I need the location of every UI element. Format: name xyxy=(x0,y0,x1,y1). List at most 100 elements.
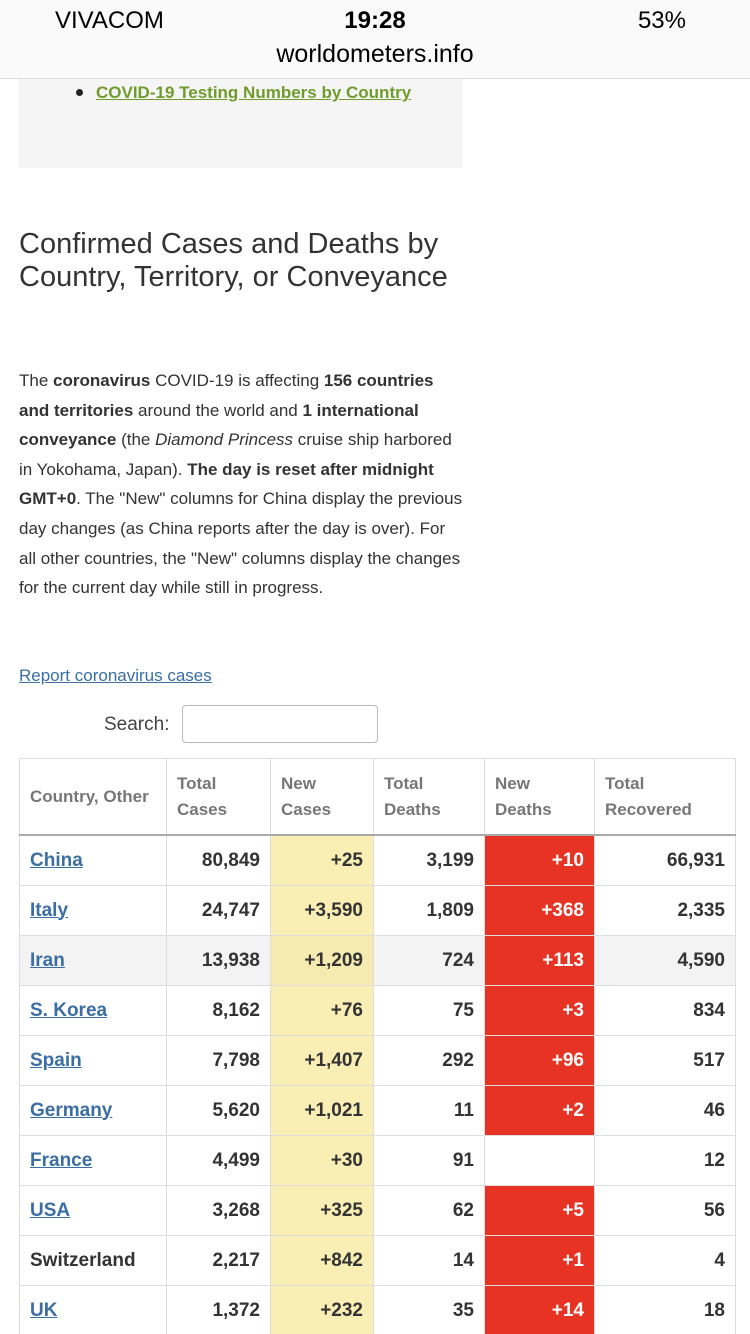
table-cell: 56 xyxy=(594,1185,736,1236)
table-row: UK 1,372 +232 35 +14 18 xyxy=(19,1285,736,1334)
intro-text: cruise ship harbored in Yokohama, Japan)… xyxy=(19,430,452,479)
table-row: China 80,849 +25 3,199 +10 66,931 xyxy=(19,834,736,886)
time: 19:28 xyxy=(344,7,406,34)
table-cell: 1,809 xyxy=(373,885,485,936)
table-cell: +3 xyxy=(484,985,595,1036)
intro-text: Diamond Princess xyxy=(155,430,294,450)
table-cell: 35 xyxy=(373,1285,485,1334)
report-link[interactable]: Report coronavirus cases xyxy=(19,666,212,685)
table-wrap: Country, Other Total Cases New Cases Total … xyxy=(19,758,750,1334)
table-cell: 46 xyxy=(594,1085,736,1136)
country-link[interactable]: S. Korea xyxy=(30,999,108,1021)
country-link[interactable]: Italy xyxy=(30,899,69,921)
column-header[interactable]: New Deaths xyxy=(484,758,595,836)
nav-link[interactable]: COVID-19 Testing Numbers by Country xyxy=(96,83,412,102)
country-link[interactable]: UK xyxy=(30,1299,58,1321)
table-cell: +1,209 xyxy=(270,935,374,986)
table-cell: 834 xyxy=(594,985,736,1036)
table-cell: 24,747 xyxy=(166,885,271,936)
table-cell: +232 xyxy=(270,1285,374,1334)
column-header[interactable]: Total Recovered xyxy=(594,758,736,836)
table-cell: 4 xyxy=(594,1235,736,1286)
table-row: France 4,499 +30 91 12 xyxy=(19,1135,736,1186)
column-header[interactable]: Total Deaths xyxy=(373,758,485,836)
table-cell: USA xyxy=(19,1185,167,1236)
battery: 53% xyxy=(637,7,686,34)
status-bar: VIVACOM 19:28 53% worldometers.info xyxy=(0,0,750,79)
table-cell: +30 xyxy=(270,1135,374,1186)
table-cell: Italy xyxy=(19,885,167,936)
table-cell: +113 xyxy=(484,935,595,986)
table-cell: S. Korea xyxy=(19,985,167,1036)
table-cell: +1,407 xyxy=(270,1035,374,1086)
table-cell: +1,021 xyxy=(270,1085,374,1136)
nav-box: COVID-19 Testing Numbers by Country xyxy=(18,79,463,168)
table-cell: +842 xyxy=(270,1235,374,1286)
intro-text: (the xyxy=(116,430,156,450)
intro-text: 1 international conveyance xyxy=(19,400,419,450)
table-cell: +3,590 xyxy=(270,885,374,936)
table-cell: France xyxy=(19,1135,167,1186)
table-row: Iran 13,938 +1,209 724 +113 4,590 xyxy=(19,935,736,986)
table-cell: 724 xyxy=(373,935,485,986)
country-link[interactable]: Spain xyxy=(30,1049,82,1071)
table-cell: Switzerland xyxy=(19,1235,167,1286)
section-title: Confirmed Cases and Deaths by Country, T… xyxy=(19,228,448,293)
table-cell: 3,268 xyxy=(166,1185,271,1236)
intro-text: around the world and xyxy=(133,400,303,420)
table-cell: 5,620 xyxy=(166,1085,271,1136)
column-header[interactable]: Total Cases xyxy=(166,758,271,836)
intro-text: . The "New" columns for China display th… xyxy=(19,489,463,598)
intro-text: The day is reset after midnight GMT+0 xyxy=(19,459,434,509)
table-cell: 2,217 xyxy=(166,1235,271,1286)
search-label: Search: xyxy=(104,714,170,735)
table-row: Spain 7,798 +1,407 292 +96 517 xyxy=(19,1035,736,1086)
table-cell: +368 xyxy=(484,885,595,936)
table-cell: 75 xyxy=(373,985,485,1036)
table-cell: +76 xyxy=(270,985,374,1036)
intro-text: The xyxy=(19,371,54,390)
column-header[interactable]: New Cases xyxy=(270,758,374,836)
table-cell: 18 xyxy=(594,1285,736,1334)
table-cell: 1,372 xyxy=(166,1285,271,1334)
table-cell: 66,931 xyxy=(594,834,736,886)
table-cell: +2 xyxy=(484,1085,595,1136)
table-row: Switzerland 2,217 +842 14 +1 4 xyxy=(19,1235,736,1286)
data-table: Country, Other Total Cases New Cases Total … xyxy=(19,758,736,1334)
column-header[interactable]: Country, Other xyxy=(19,758,167,836)
table-cell: 80,849 xyxy=(166,834,271,886)
table-row: USA 3,268 +325 62 +5 56 xyxy=(19,1185,736,1236)
intro-text: 156 countries and territories xyxy=(19,371,434,420)
table-cell xyxy=(484,1135,595,1186)
table-cell: 4,499 xyxy=(166,1135,271,1186)
table-cell: +14 xyxy=(484,1285,595,1334)
table-cell: 62 xyxy=(373,1185,485,1236)
table-cell: +5 xyxy=(484,1185,595,1236)
bullet xyxy=(76,89,83,96)
country-link[interactable]: Germany xyxy=(30,1099,113,1121)
header-row: Country, Other Total Cases New Cases Total … xyxy=(19,758,736,836)
table-cell: 2,335 xyxy=(594,885,736,936)
url[interactable]: worldometers.info xyxy=(276,40,474,68)
table-cell: 3,199 xyxy=(373,834,485,886)
table-cell: 517 xyxy=(594,1035,736,1086)
table-body: China 80,849 +25 3,199 +10 66,931 Italy 24,747 +… xyxy=(19,834,736,1334)
table-cell: China xyxy=(19,834,167,886)
table-cell: +10 xyxy=(484,834,595,886)
table-cell: 292 xyxy=(373,1035,485,1086)
intro: The coronavirus COVID-19 is affecting 15… xyxy=(19,366,464,603)
search-input[interactable] xyxy=(182,705,378,743)
table-cell: UK xyxy=(19,1285,167,1334)
country-link[interactable]: USA xyxy=(30,1199,71,1221)
country-link[interactable]: France xyxy=(30,1149,93,1171)
table-cell: +1 xyxy=(484,1235,595,1286)
table-row: Italy 24,747 +3,590 1,809 +368 2,335 xyxy=(19,885,736,936)
country-link[interactable]: China xyxy=(30,849,83,871)
table-cell: 4,590 xyxy=(594,935,736,986)
table-cell: 14 xyxy=(373,1235,485,1286)
table-cell: 11 xyxy=(373,1085,485,1136)
table-row: S. Korea 8,162 +76 75 +3 834 xyxy=(19,985,736,1036)
table-cell: 91 xyxy=(373,1135,485,1186)
table-row: Germany 5,620 +1,021 11 +2 46 xyxy=(19,1085,736,1136)
country-link[interactable]: Iran xyxy=(30,949,65,971)
